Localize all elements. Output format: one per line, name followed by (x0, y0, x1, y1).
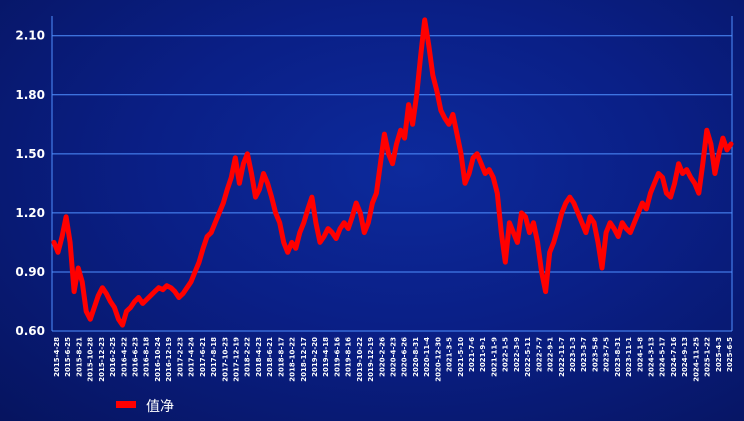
x-tick-label: 2021-11-9 (490, 337, 498, 377)
y-tick-label: 0.60 (15, 324, 45, 338)
x-tick-label: 2021-3-5 (446, 337, 454, 372)
x-tick-label: 2020-6-26 (401, 337, 409, 377)
x-tick-label: 2015-12-23 (98, 337, 106, 382)
x-axis-ticks: 2015-4-28 2015-6-25 2015-8-21 2015-10-28 201… (53, 337, 734, 382)
x-tick-label: 2021-7-6 (468, 337, 476, 372)
x-tick-label: 2017-10-23 (221, 337, 229, 382)
x-tick-label: 2023-11-1 (625, 337, 633, 377)
x-tick-label: 2019-4-18 (322, 337, 330, 377)
x-tick-label: 2016-10-24 (154, 337, 162, 382)
x-tick-label: 2023-3-7 (580, 337, 588, 372)
x-tick-label: 2017-6-21 (199, 337, 207, 377)
x-tick-label: 2025-1-22 (704, 337, 712, 377)
x-tick-label: 2016-2-25 (109, 337, 117, 377)
y-tick-label: 1.50 (15, 147, 45, 161)
x-tick-label: 2018-8-17 (277, 337, 285, 377)
legend: 值净 (116, 399, 174, 415)
x-tick-label: 2024-7-16 (670, 337, 678, 377)
series-group (51, 17, 734, 328)
x-tick-label: 2019-12-19 (367, 337, 375, 382)
x-tick-label: 2022-11-7 (558, 337, 566, 377)
x-tick-label: 2025-6-5 (726, 337, 734, 372)
x-tick-label: 2021-9-1 (479, 337, 487, 372)
y-tick-label: 2.10 (15, 29, 45, 43)
x-tick-label: 2018-12-17 (300, 337, 308, 382)
y-tick-label: 0.90 (15, 265, 45, 279)
x-tick-label: 2020-8-31 (412, 337, 420, 377)
x-tick-label: 2020-2-26 (378, 337, 386, 377)
y-tick-label: 1.20 (15, 206, 45, 220)
x-tick-label: 2023-1-3 (569, 337, 577, 372)
plot-frame (51, 16, 733, 332)
x-tick-label: 2016-8-18 (143, 337, 151, 377)
x-tick-label: 2022-9-1 (547, 337, 555, 372)
x-tick-label: 2024-5-17 (659, 337, 667, 377)
x-tick-label: 2018-4-23 (255, 337, 263, 377)
x-tick-label: 2022-5-11 (524, 337, 532, 377)
x-tick-label: 2019-6-16 (333, 337, 341, 377)
x-tick-label: 2020-4-23 (390, 337, 398, 377)
x-tick-label: 2023-5-8 (591, 337, 599, 372)
x-tick-label: 2023-7-5 (603, 337, 611, 372)
x-tick-label: 2024-1-8 (636, 337, 644, 372)
x-tick-label: 2022-1-5 (502, 337, 510, 372)
y-tick-label: 1.80 (15, 88, 45, 102)
series-line (51, 17, 734, 328)
x-tick-label: 2018-2-22 (244, 337, 252, 377)
x-tick-label: 2022-3-9 (513, 337, 521, 372)
x-tick-label: 2019-2-20 (311, 337, 319, 377)
x-tick-label: 2020-11-4 (423, 337, 431, 377)
legend-label: 值净 (146, 399, 174, 415)
x-tick-label: 2015-6-25 (64, 337, 72, 377)
legend-swatch (116, 401, 136, 408)
x-tick-label: 2015-8-21 (75, 337, 83, 377)
grid-lines (52, 35, 732, 332)
x-tick-label: 2017-2-23 (176, 337, 184, 377)
x-tick-label: 2024-9-13 (681, 337, 689, 377)
x-tick-label: 2024-11-25 (692, 337, 700, 382)
x-tick-label: 2023-8-31 (614, 337, 622, 377)
x-tick-label: 2015-4-28 (53, 337, 61, 377)
x-tick-label: 2019-10-22 (356, 337, 364, 382)
x-tick-label: 2025-4-3 (715, 337, 723, 372)
x-tick-label: 2020-12-30 (434, 337, 442, 382)
x-tick-label: 2022-7-7 (535, 337, 543, 372)
x-tick-label: 2021-5-10 (457, 337, 465, 377)
y-axis-ticks: 0.60 0.90 1.20 1.50 1.80 2.10 (15, 29, 45, 338)
x-tick-label: 2018-10-22 (289, 337, 297, 382)
x-tick-label: 2017-4-24 (188, 337, 196, 377)
x-tick-label: 2019-8-16 (345, 337, 353, 377)
x-tick-label: 2016-6-23 (132, 337, 140, 377)
x-tick-label: 2018-6-21 (266, 337, 274, 377)
x-tick-label: 2016-12-19 (165, 337, 173, 382)
x-tick-label: 2017-12-19 (232, 337, 240, 382)
x-tick-label: 2015-10-28 (87, 337, 95, 382)
x-tick-label: 2017-8-18 (210, 337, 218, 377)
x-tick-label: 2016-4-22 (120, 337, 128, 377)
x-tick-label: 2024-3-13 (647, 337, 655, 377)
